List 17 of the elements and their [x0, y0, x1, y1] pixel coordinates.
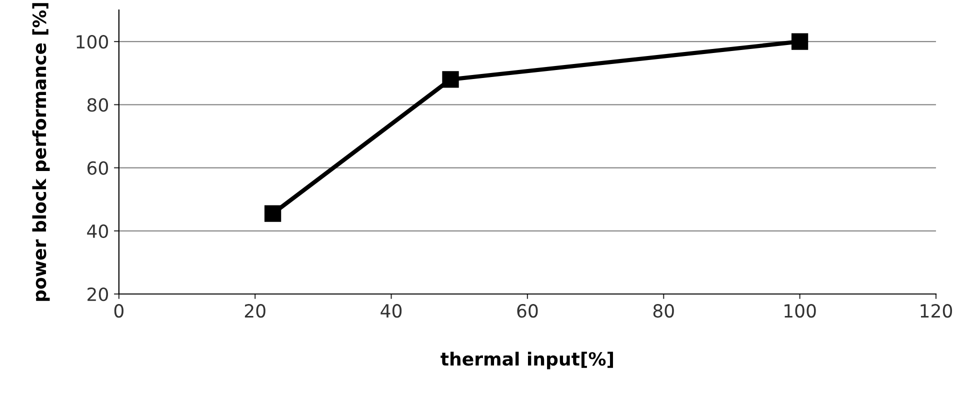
y-tick-label: 100: [76, 35, 108, 49]
y-tick-label: 40: [87, 224, 108, 238]
x-tick-label: 100: [784, 304, 816, 318]
x-tick-label: 120: [920, 304, 952, 318]
x-tick-label: 40: [380, 304, 402, 318]
x-tick-label: 0: [114, 304, 124, 318]
point: [442, 71, 459, 88]
y-tick-label: 20: [88, 287, 108, 302]
y-tick-label: 80: [87, 98, 108, 112]
x-tick-label: 20: [244, 304, 266, 318]
point: [264, 205, 282, 222]
x-tick-label: 60: [517, 304, 538, 318]
point: [791, 33, 808, 50]
y-tick-label: 60: [87, 161, 108, 175]
y-axis-title: power block performance [%]: [32, 3, 50, 301]
x-axis-title: thermal input[%]: [440, 352, 613, 370]
x-tick-label: 80: [653, 304, 674, 318]
